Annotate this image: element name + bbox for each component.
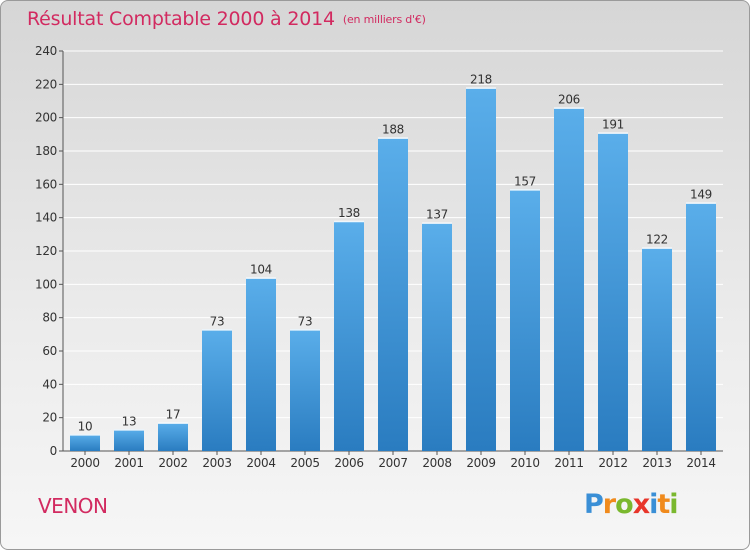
data-label: 104 — [250, 263, 272, 277]
bar — [70, 434, 100, 451]
logo-letter: i — [669, 489, 678, 520]
x-tick-label: 2013 — [642, 456, 671, 470]
y-tick-label: 140 — [35, 211, 57, 225]
data-label: 218 — [470, 73, 492, 87]
x-tick-label: 2012 — [598, 456, 627, 470]
bar — [466, 87, 496, 452]
x-tick-label: 2014 — [686, 456, 715, 470]
x-tick-label: 2007 — [378, 456, 407, 470]
bar — [422, 222, 452, 451]
y-tick-label: 0 — [50, 444, 57, 458]
x-tick-label: 2005 — [290, 456, 319, 470]
x-tick-label: 2011 — [554, 456, 583, 470]
data-label: 137 — [426, 208, 448, 222]
data-label: 73 — [210, 314, 225, 328]
x-tick-label: 2004 — [246, 456, 275, 470]
y-tick-label: 80 — [42, 311, 57, 325]
logo-letter: o — [615, 489, 634, 520]
chart-unit: (en milliers d'€) — [342, 13, 426, 26]
bar — [642, 247, 672, 451]
data-label: 188 — [382, 123, 404, 137]
data-label: 138 — [338, 206, 360, 220]
bar — [202, 329, 232, 451]
x-tick-label: 2006 — [334, 456, 363, 470]
data-label: 13 — [122, 414, 137, 428]
x-tick-label: 2008 — [422, 456, 451, 470]
bars — [70, 87, 716, 452]
logo-letter: P — [584, 489, 604, 520]
y-tick-label: 60 — [42, 344, 57, 358]
x-tick-label: 2003 — [202, 456, 231, 470]
chart-title-text: Résultat Comptable 2000 à 2014 — [27, 8, 335, 30]
bar — [158, 422, 188, 451]
x-tick-label: 2010 — [510, 456, 539, 470]
bar — [598, 132, 628, 451]
y-tick-label: 40 — [42, 377, 57, 391]
y-tick-label: 220 — [35, 77, 57, 91]
bar — [554, 107, 584, 452]
data-label: 73 — [298, 314, 313, 328]
logo-letter: x — [632, 489, 650, 520]
data-label: 191 — [602, 118, 624, 132]
bar — [114, 429, 144, 451]
data-label: 149 — [690, 188, 712, 202]
bar — [686, 202, 716, 451]
commune-name: VENON — [38, 494, 108, 518]
x-tick-label: 2000 — [70, 456, 99, 470]
y-tick-label: 160 — [35, 177, 57, 191]
data-label: 206 — [558, 93, 580, 107]
y-tick-label: 120 — [35, 244, 57, 258]
y-tick-label: 200 — [35, 111, 57, 125]
chart-title: Résultat Comptable 2000 à 2014 (en millie… — [27, 8, 426, 30]
y-tick-label: 100 — [35, 277, 57, 291]
logo-letter: r — [602, 489, 616, 520]
logo-letter: t — [657, 489, 670, 520]
data-label: 10 — [78, 419, 93, 433]
x-tick-label: 2002 — [158, 456, 187, 470]
data-label: 157 — [514, 174, 536, 188]
x-tick-label: 2009 — [466, 456, 495, 470]
bar — [378, 137, 408, 451]
bar — [510, 189, 540, 452]
data-label: 17 — [166, 408, 181, 422]
data-labels: 10 13 17 73 104 73 138 188 137 218 157 206 191 122 149 — [78, 73, 713, 434]
y-tick-label: 240 — [35, 44, 57, 58]
data-label: 122 — [646, 233, 668, 247]
y-tick-label: 20 — [42, 411, 57, 425]
proxiti-logo[interactable]: Proxiti — [584, 489, 679, 520]
bar — [290, 329, 320, 451]
x-tick-label: 2001 — [114, 456, 143, 470]
bar — [246, 277, 276, 451]
bar — [334, 221, 364, 451]
y-tick-label: 180 — [35, 144, 57, 158]
logo-letter: i — [649, 489, 658, 520]
